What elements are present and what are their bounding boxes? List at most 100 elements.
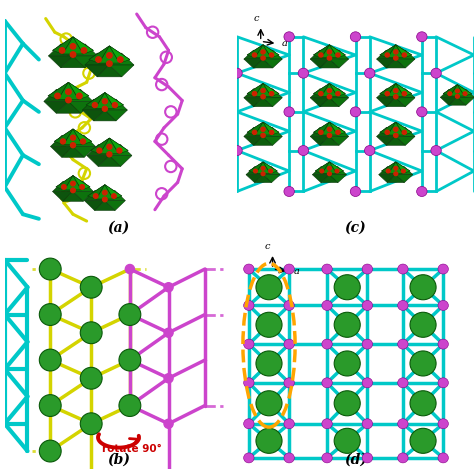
Polygon shape <box>50 146 73 157</box>
Polygon shape <box>99 46 119 56</box>
Polygon shape <box>396 83 412 96</box>
Polygon shape <box>48 44 73 56</box>
Circle shape <box>350 107 361 117</box>
Circle shape <box>256 428 282 453</box>
Polygon shape <box>329 45 346 58</box>
Circle shape <box>394 172 398 175</box>
Polygon shape <box>109 138 128 151</box>
Polygon shape <box>380 122 396 132</box>
Polygon shape <box>105 185 122 199</box>
Polygon shape <box>329 122 346 132</box>
Polygon shape <box>64 129 82 138</box>
Text: rotate 90°: rotate 90° <box>102 444 162 454</box>
Polygon shape <box>380 83 396 94</box>
Circle shape <box>261 172 265 175</box>
Polygon shape <box>73 146 96 157</box>
Polygon shape <box>329 167 346 174</box>
Polygon shape <box>255 45 271 58</box>
Circle shape <box>322 301 332 310</box>
Polygon shape <box>95 92 114 102</box>
Polygon shape <box>388 45 404 58</box>
Polygon shape <box>313 122 329 132</box>
Polygon shape <box>96 185 113 199</box>
Polygon shape <box>86 92 105 108</box>
Polygon shape <box>263 128 282 137</box>
Polygon shape <box>249 162 263 171</box>
Polygon shape <box>73 191 93 201</box>
Polygon shape <box>73 37 93 50</box>
Polygon shape <box>321 174 338 182</box>
Polygon shape <box>56 101 81 113</box>
Circle shape <box>261 133 265 137</box>
Polygon shape <box>63 37 83 54</box>
Circle shape <box>232 146 242 155</box>
Polygon shape <box>61 56 85 68</box>
Polygon shape <box>313 122 329 135</box>
Polygon shape <box>329 59 348 68</box>
Circle shape <box>398 301 408 310</box>
Polygon shape <box>313 45 329 55</box>
Circle shape <box>261 56 265 60</box>
Circle shape <box>232 68 242 78</box>
Polygon shape <box>263 59 282 68</box>
Polygon shape <box>388 83 404 96</box>
Polygon shape <box>263 174 280 182</box>
Text: (d): (d) <box>344 453 367 467</box>
Circle shape <box>59 48 65 53</box>
Polygon shape <box>321 83 337 96</box>
Polygon shape <box>247 83 263 94</box>
Circle shape <box>261 127 265 131</box>
Polygon shape <box>105 201 125 210</box>
Polygon shape <box>48 82 68 100</box>
Polygon shape <box>329 137 348 146</box>
Polygon shape <box>329 89 348 98</box>
Circle shape <box>327 56 331 60</box>
Polygon shape <box>449 97 466 105</box>
Circle shape <box>80 413 102 435</box>
Circle shape <box>334 312 360 337</box>
Circle shape <box>102 99 107 104</box>
Circle shape <box>261 166 265 170</box>
Polygon shape <box>329 83 346 96</box>
Circle shape <box>365 146 375 155</box>
Circle shape <box>334 351 360 376</box>
Circle shape <box>398 378 408 388</box>
Polygon shape <box>396 89 415 98</box>
Polygon shape <box>263 162 277 173</box>
Circle shape <box>362 378 373 388</box>
Circle shape <box>334 391 360 416</box>
Polygon shape <box>329 45 346 55</box>
Polygon shape <box>443 84 457 96</box>
Circle shape <box>319 130 323 135</box>
Polygon shape <box>263 83 279 96</box>
Polygon shape <box>263 89 282 98</box>
Circle shape <box>336 53 340 57</box>
Polygon shape <box>54 129 73 141</box>
Polygon shape <box>255 83 271 96</box>
Circle shape <box>71 181 75 186</box>
Circle shape <box>62 185 66 189</box>
Circle shape <box>362 264 373 274</box>
Polygon shape <box>64 175 82 190</box>
Polygon shape <box>82 99 105 110</box>
Polygon shape <box>380 122 396 135</box>
Polygon shape <box>388 122 404 135</box>
Circle shape <box>401 169 405 173</box>
Polygon shape <box>244 50 263 59</box>
Circle shape <box>164 374 173 383</box>
Polygon shape <box>63 191 83 201</box>
Polygon shape <box>315 162 329 171</box>
Circle shape <box>269 53 273 57</box>
Circle shape <box>410 391 436 416</box>
Polygon shape <box>321 45 337 58</box>
Text: c: c <box>265 242 271 251</box>
Polygon shape <box>58 82 79 100</box>
Polygon shape <box>98 145 121 155</box>
Circle shape <box>362 301 373 310</box>
Circle shape <box>71 143 75 148</box>
Circle shape <box>117 148 122 153</box>
Polygon shape <box>320 98 339 107</box>
Circle shape <box>119 304 141 326</box>
Polygon shape <box>53 182 73 191</box>
Polygon shape <box>313 83 329 94</box>
